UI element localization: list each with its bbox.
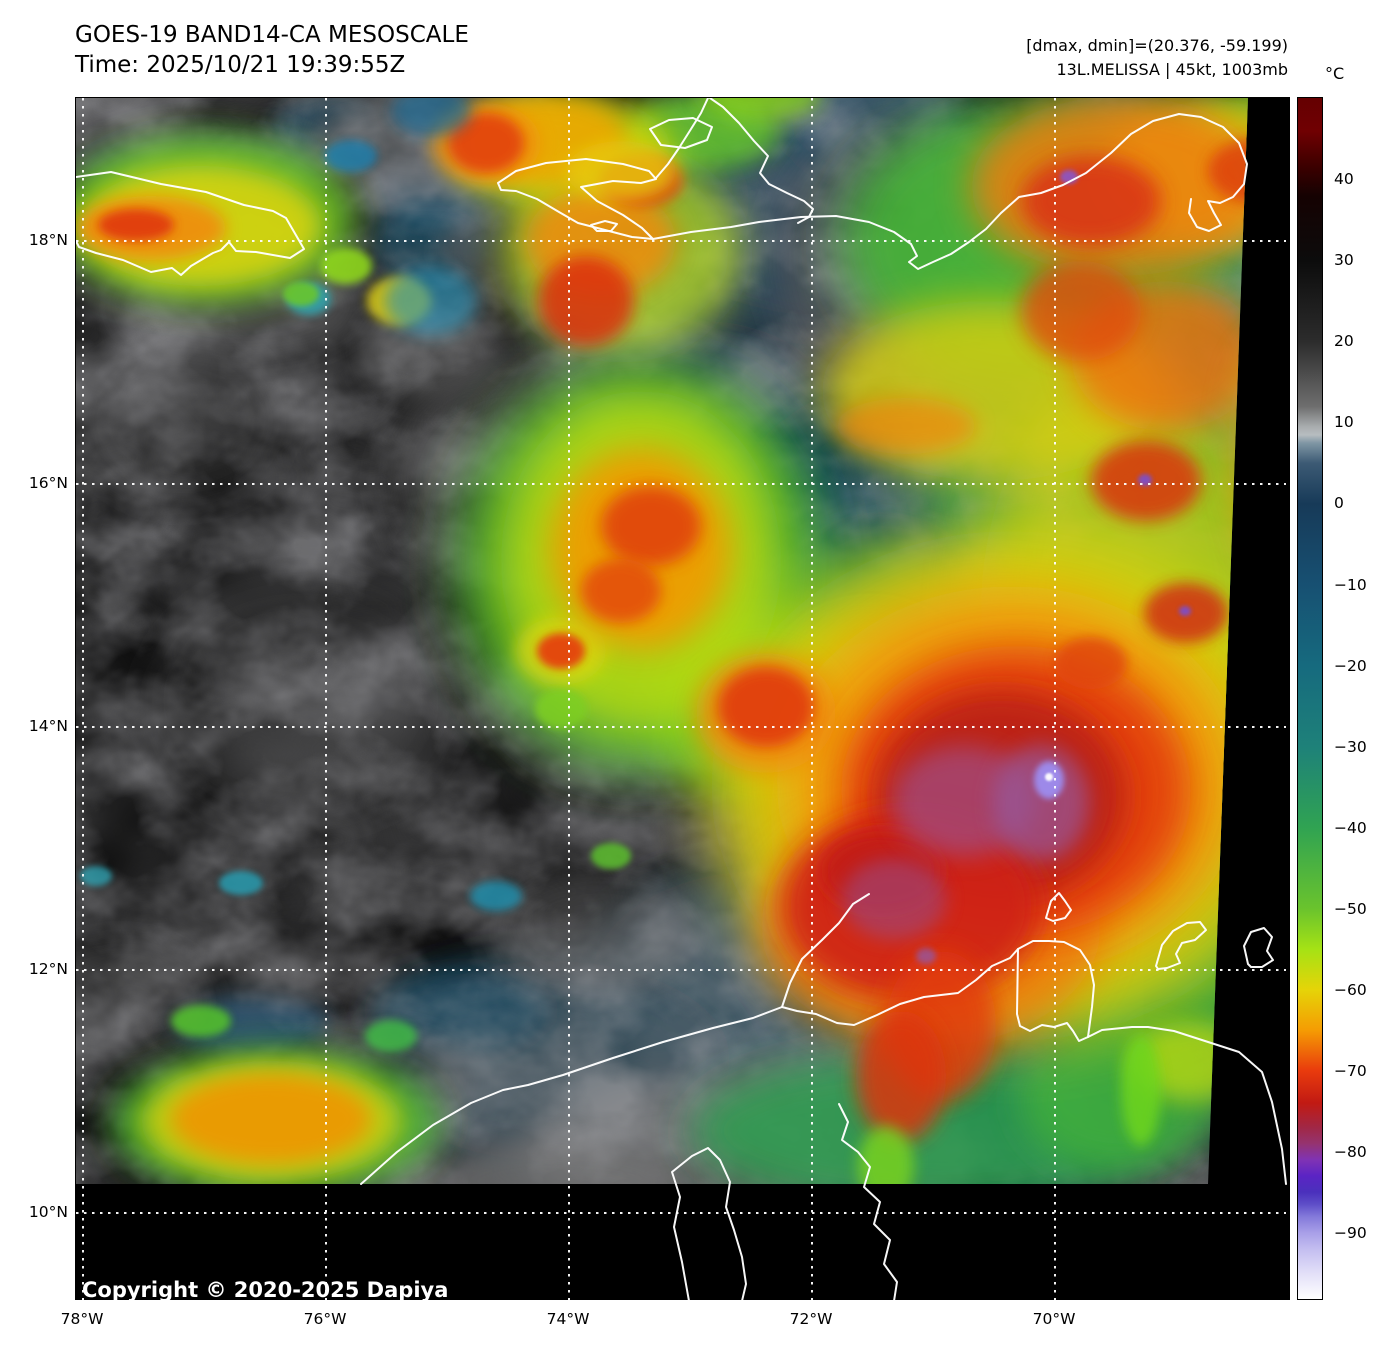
coastline: [360, 1006, 783, 1185]
satellite-imagery: [76, 98, 1287, 1301]
coastline: [1045, 892, 1072, 922]
cloud-blob: [836, 398, 976, 454]
data-region: [76, 98, 1248, 1184]
timestamp: Time: 2025/10/21 19:39:55Z: [75, 52, 406, 78]
colorbar-tick-label: −70: [1334, 1062, 1367, 1081]
cloud-blob: [718, 667, 814, 747]
cloud-blob: [1055, 637, 1127, 689]
colorbar-tick-label: 40: [1334, 169, 1354, 188]
lon-tick-label: 76°W: [303, 1310, 347, 1328]
cloud-blob: [601, 486, 701, 566]
coastline: [497, 158, 657, 240]
coastline: [1155, 921, 1207, 970]
copyright-watermark: Copyright © 2020-2025 Dapiya: [82, 1278, 449, 1302]
coastline: [655, 98, 709, 179]
dmax-dmin-readout: [dmax, dmin]=(20.376, -59.199): [1026, 36, 1288, 55]
lon-tick-label: 78°W: [60, 1310, 104, 1328]
colorbar-tick-label: −30: [1334, 737, 1367, 756]
cloud-blob: [993, 745, 1089, 861]
cloud-blob: [535, 689, 587, 729]
cloud-blob: [916, 948, 936, 964]
colorbar-tick-label: −50: [1334, 900, 1367, 918]
colorbar-tick-label: 10: [1334, 413, 1354, 432]
lon-tick-label: 72°W: [789, 1310, 833, 1328]
graticule: [76, 98, 1286, 1301]
cloud-blob: [591, 843, 631, 869]
cloud-blob: [365, 1020, 417, 1052]
lat-tick-label: 12°N: [28, 960, 68, 978]
cloud-blob: [1021, 261, 1141, 361]
coastline: [652, 113, 1248, 270]
cloud-blob: [283, 282, 319, 306]
colorbar-tick-label: −40: [1334, 818, 1367, 837]
colorbar-tick-label: −80: [1334, 1143, 1367, 1162]
colorbar-tick-label: 30: [1334, 251, 1354, 270]
storm-status: 13L.MELISSA | 45kt, 1003mb: [1056, 60, 1288, 79]
cloud-blob: [80, 866, 112, 886]
cloud-blob: [325, 140, 377, 172]
cloud-blob: [1121, 1036, 1161, 1146]
coastline: [838, 1103, 898, 1301]
cloud-blob: [320, 248, 372, 284]
cloud-blob: [385, 267, 477, 335]
cloud-blob: [171, 1005, 231, 1037]
lat-tick-label: 16°N: [28, 474, 68, 492]
lon-tick-label: 70°W: [1032, 1310, 1076, 1328]
cloud-blob: [1045, 773, 1053, 781]
cloud-blob: [856, 1011, 946, 1141]
coastline: [649, 117, 713, 149]
coastline: [590, 220, 618, 232]
lat-tick-label: 14°N: [28, 717, 68, 735]
colorbar-tick-label: −20: [1334, 656, 1367, 675]
lat-tick-label: 10°N: [28, 1203, 68, 1221]
cloud-blob: [701, 98, 821, 121]
cloud-blob: [1208, 139, 1248, 203]
page-title: GOES-19 BAND14-CA MESOSCALE: [75, 22, 469, 48]
cloud-blob: [219, 871, 263, 895]
cloud-blob: [171, 1074, 371, 1164]
colorbar: [1297, 97, 1323, 1300]
cloud-blob: [858, 1126, 914, 1184]
cloud-blob: [537, 633, 585, 669]
cloud-blob: [538, 256, 634, 346]
cloud-blob: [391, 98, 471, 136]
cloud-blob: [1179, 606, 1191, 616]
cloud-blob: [448, 113, 524, 173]
colorbar-tick-label: 0: [1334, 494, 1344, 513]
lon-tick-label: 74°W: [546, 1310, 590, 1328]
cloud-blob: [842, 859, 946, 939]
lat-tick-label: 18°N: [28, 231, 68, 249]
colorbar-tick-label: −90: [1334, 1224, 1367, 1243]
satellite-map-plot: [75, 97, 1290, 1301]
coastline: [1243, 927, 1274, 968]
colorbar-tick-label: 20: [1334, 332, 1354, 351]
colorbar-unit-label: °C: [1325, 64, 1345, 83]
cloud-blob: [566, 141, 676, 201]
coastline: [1016, 948, 1089, 1042]
colorbar-tick-label: −10: [1334, 575, 1367, 594]
coastline: [76, 171, 305, 276]
coastline: [671, 1147, 747, 1301]
cloud-blob: [581, 559, 661, 623]
cloud-blob: [470, 881, 522, 911]
cloud-blob: [98, 209, 174, 241]
colorbar-tick-label: −60: [1334, 981, 1367, 1000]
